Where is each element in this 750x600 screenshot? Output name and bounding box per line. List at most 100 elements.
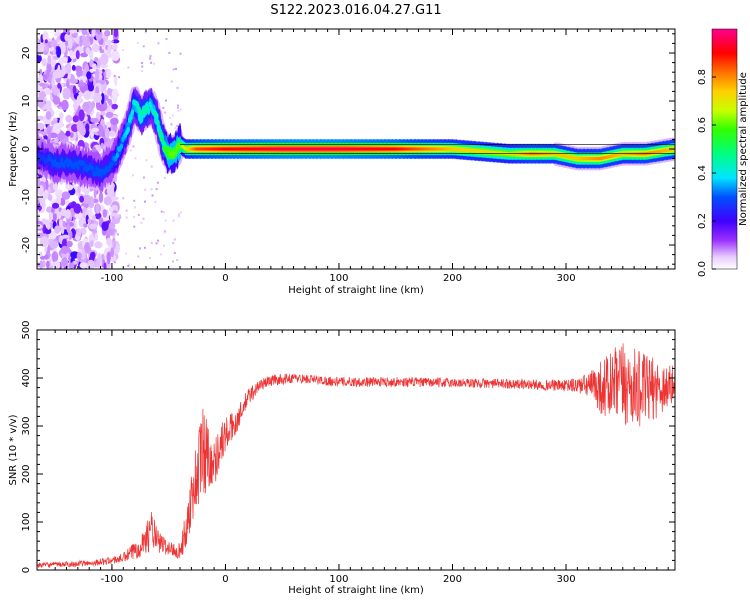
spectrogram-noise-cell xyxy=(125,209,128,212)
spectrogram-noise-cell xyxy=(68,262,75,269)
spectrogram-noise-cell xyxy=(60,245,69,255)
spectrogram-noise-cell xyxy=(98,106,106,112)
spectrogram-noise-cell xyxy=(96,257,100,268)
spectrogram-noise-cell xyxy=(87,218,92,224)
spectrogram-y-tick-label: -10 xyxy=(21,189,32,205)
spectrogram-ridge-cell xyxy=(59,157,64,164)
spectrogram-noise-cell xyxy=(74,185,78,191)
spectrogram-x-ticks: -100 0 100 200 300 xyxy=(54,29,669,284)
spectrogram-noise-cell xyxy=(125,216,128,219)
spectrogram-noise-cell xyxy=(94,212,102,220)
spectrogram-noise-cell xyxy=(122,197,125,200)
snr-y-tick-label: 200 xyxy=(21,464,32,483)
spectrogram-noise-cell xyxy=(96,29,103,35)
spectrogram-noise-cell xyxy=(162,211,165,214)
spectrogram-noise-cell xyxy=(44,254,49,260)
spectrogram-noise-cell xyxy=(116,127,119,130)
spectrogram-noise-cell xyxy=(93,92,102,103)
spectrogram-noise-cell xyxy=(76,228,82,237)
spectrogram-y-tick-label: 20 xyxy=(21,47,32,60)
spectrogram-y-axis-label: Frequency (Hz) xyxy=(8,111,19,187)
spectrogram-noise-cell xyxy=(149,256,151,259)
spectrogram-noise-cell xyxy=(94,241,103,249)
spectrogram-noise-cell xyxy=(133,225,136,228)
spectrogram-noise-cell xyxy=(76,251,82,261)
spectrogram-noise-cell xyxy=(170,123,173,126)
spectrogram-noise-cell xyxy=(39,236,49,248)
spectrogram-noise-cell xyxy=(142,45,145,48)
snr-x-axis-label: Height of straight line (km) xyxy=(288,585,424,596)
spectrogram-noise-cell xyxy=(65,181,70,190)
spectrogram-noise-cell xyxy=(176,259,179,262)
spectrogram-noise-cell xyxy=(65,40,69,47)
spectrogram-noise-cell xyxy=(57,82,61,89)
spectrogram-noise-cell xyxy=(160,210,163,213)
spectrogram-noise-cell xyxy=(94,57,99,62)
snr-x-tick-label: -100 xyxy=(101,574,124,585)
spectrogram-noise-cell xyxy=(108,221,116,230)
spectrogram-noise-cell xyxy=(38,91,46,99)
spectrogram-noise-cell xyxy=(53,68,63,79)
snr-y-tick-label: 500 xyxy=(21,320,32,339)
spectrogram-noise-cell xyxy=(165,38,168,40)
spectrogram-noise-cell xyxy=(49,241,59,249)
spectrogram-ridge-cell xyxy=(166,145,170,152)
spectrogram-noise-cell xyxy=(143,246,146,249)
spectrogram-noise-cell xyxy=(151,194,154,197)
colorbar-tick-label: 0.6 xyxy=(697,117,708,133)
spectrogram-noise-cell xyxy=(65,130,71,137)
spectrogram-noise-cell xyxy=(86,71,92,80)
spectrogram-ridge-cell xyxy=(155,112,159,119)
colorbar-tick-label: 0.0 xyxy=(697,261,708,277)
spectrogram-noise-cell xyxy=(110,50,120,62)
spectrogram-noise-cell xyxy=(150,241,153,244)
spectrogram-noise-cell xyxy=(51,202,60,209)
spectrogram-noise-cell xyxy=(52,96,61,105)
spectrogram-noise-cell xyxy=(168,51,171,54)
spectrogram-noise-cell xyxy=(80,52,89,58)
spectrogram-noise-cell xyxy=(149,55,152,58)
spectrogram-ridge-cell xyxy=(65,157,69,164)
spectrogram-noise-cell xyxy=(49,230,57,240)
spectrogram-noise-cell xyxy=(69,78,78,84)
spectrogram-noise-cell xyxy=(104,30,111,37)
spectrogram-noise-cell xyxy=(176,86,179,89)
colorbar-gradient xyxy=(711,28,738,270)
spectrogram-noise-cell xyxy=(107,43,112,54)
spectrogram-noise-cell xyxy=(44,39,48,44)
spectrogram-noise-cell xyxy=(90,117,99,123)
spectrogram-noise-cell xyxy=(176,106,179,109)
spectrogram-noise-cell xyxy=(51,251,59,263)
spectrogram-noise-cell xyxy=(142,217,145,220)
spectrogram-noise-cell xyxy=(39,196,46,207)
spectrogram-noise-cell xyxy=(49,132,58,139)
spectrogram-noise-cell xyxy=(103,196,112,206)
spectrogram-noise-cell xyxy=(72,115,79,123)
spectrogram-noise-cell xyxy=(165,99,167,102)
spectrogram-noise-cell xyxy=(68,37,73,50)
spectrogram-noise-cell xyxy=(95,203,100,214)
spectrogram-noise-cell xyxy=(55,37,60,43)
spectrogram-noise-cell xyxy=(56,46,62,58)
spectrogram-noise-cell xyxy=(111,204,118,211)
spectrogram-noise-cell xyxy=(60,208,67,217)
spectrogram-noise-cell xyxy=(165,171,168,174)
spectrogram-noise-cell xyxy=(112,240,117,250)
spectrogram-ridge-cell xyxy=(156,119,160,126)
spectrogram-noise-cell xyxy=(69,49,73,57)
spectrogram-noise-cell xyxy=(87,259,95,269)
spectrogram-noise-cell xyxy=(69,29,75,34)
spectrogram-noise-cell xyxy=(77,82,86,87)
spectrogram-x-tick-label: 200 xyxy=(443,273,462,284)
spectrogram-ridge-cell xyxy=(110,161,114,168)
spectrogram-noise-cell xyxy=(99,64,109,69)
spectrogram-noise-cell xyxy=(59,219,63,228)
spectrogram-noise-cell xyxy=(113,75,116,78)
spectrogram-noise-cell xyxy=(95,68,100,81)
spectrogram-noise-cell xyxy=(54,189,64,198)
snr-y-tick-label: 400 xyxy=(21,368,32,387)
snr-x-tick-label: 300 xyxy=(556,574,575,585)
spectrogram-noise-cell xyxy=(39,255,46,260)
spectrogram-noise-cell xyxy=(116,233,119,236)
